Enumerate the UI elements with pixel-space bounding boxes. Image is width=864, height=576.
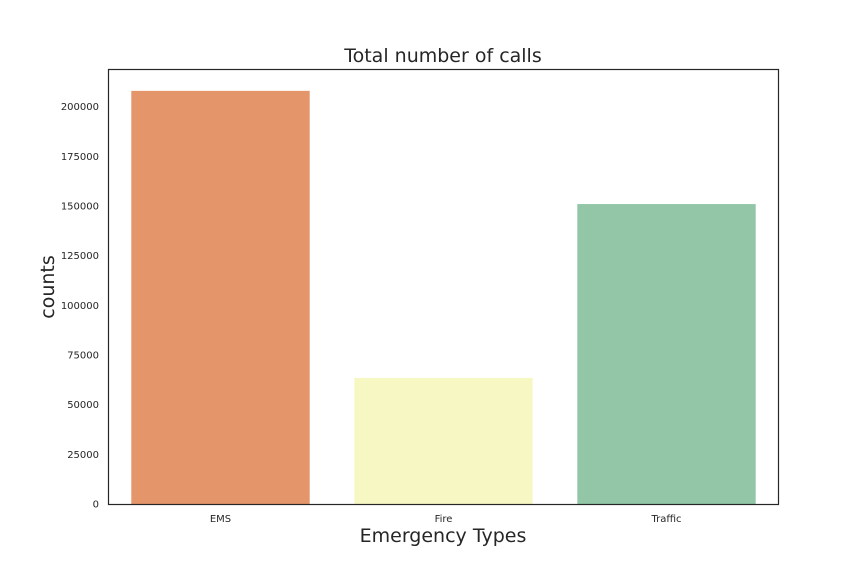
x-axis-ticks: EMS Fire Traffic — [210, 514, 682, 525]
bars-group — [131, 90, 756, 504]
bar-traffic — [577, 204, 756, 504]
y-tick-label: 50000 — [67, 400, 99, 411]
x-tick-label: Traffic — [650, 514, 681, 525]
x-axis-label: Emergency Types — [360, 525, 527, 547]
y-tick-label: 0 — [93, 500, 99, 511]
y-axis-ticks: 0 25000 50000 75000 100000 125000 150000 175000… — [61, 102, 99, 510]
plot-frame — [107, 68, 780, 506]
y-axis-label: counts — [37, 255, 59, 319]
y-tick-label: 100000 — [61, 301, 99, 312]
y-tick-label: 75000 — [67, 351, 99, 362]
x-tick-label: Fire — [435, 514, 453, 525]
chart-title: Total number of calls — [343, 45, 542, 67]
y-tick-label: 200000 — [61, 102, 99, 113]
y-tick-label: 175000 — [61, 152, 99, 163]
y-tick-label: 25000 — [67, 450, 99, 461]
y-tick-label: 150000 — [61, 202, 99, 213]
y-tick-label: 125000 — [61, 251, 99, 262]
x-tick-label: EMS — [210, 514, 231, 525]
bar-ems — [131, 90, 310, 504]
bar-fire — [354, 377, 533, 504]
